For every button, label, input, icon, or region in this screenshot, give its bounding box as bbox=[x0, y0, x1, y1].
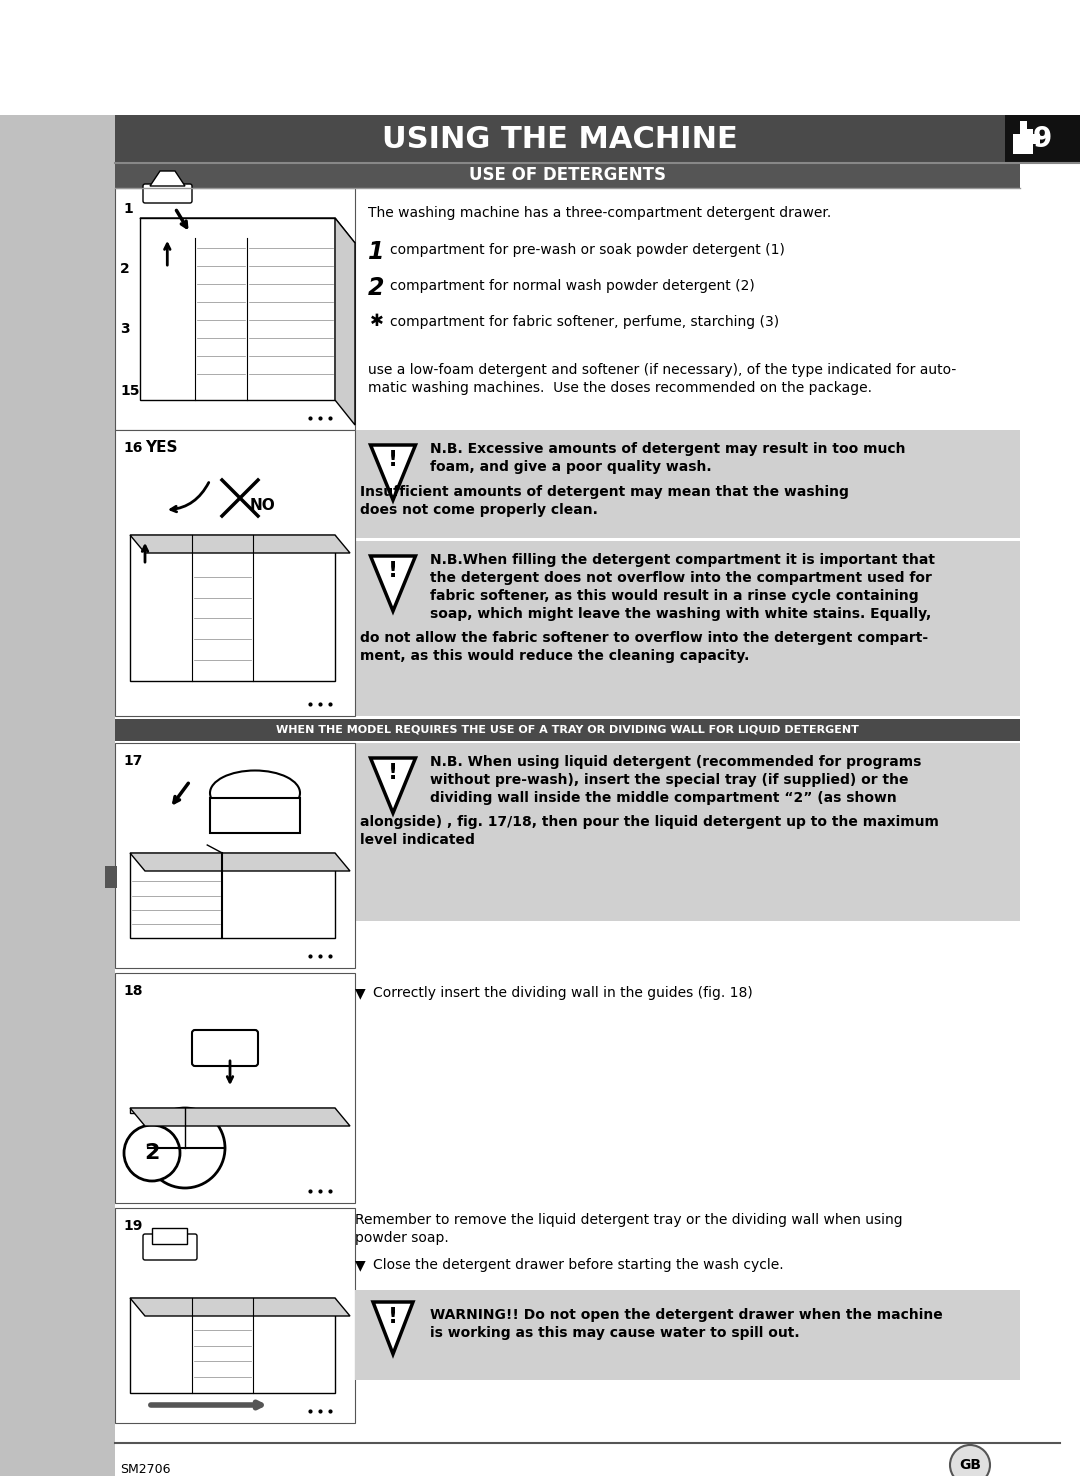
Circle shape bbox=[145, 1108, 225, 1188]
Bar bbox=[0, 0, 114, 1476]
Polygon shape bbox=[370, 759, 416, 813]
Text: !: ! bbox=[388, 561, 399, 582]
Text: !: ! bbox=[388, 450, 399, 469]
Text: ment, as this would reduce the cleaning capacity.: ment, as this would reduce the cleaning … bbox=[360, 649, 750, 663]
Bar bbox=[114, 430, 355, 716]
FancyBboxPatch shape bbox=[192, 1030, 258, 1066]
Bar bbox=[130, 1297, 335, 1393]
Text: do not allow the fabric softener to overflow into the detergent compart-: do not allow the fabric softener to over… bbox=[360, 632, 928, 645]
Bar bbox=[114, 719, 1020, 741]
Text: USE OF DETERGENTS: USE OF DETERGENTS bbox=[469, 167, 666, 184]
Text: compartment for pre-wash or soak powder detergent (1): compartment for pre-wash or soak powder … bbox=[390, 244, 785, 257]
Text: !: ! bbox=[388, 1308, 399, 1327]
Text: Insufficient amounts of detergent may mean that the washing: Insufficient amounts of detergent may me… bbox=[360, 486, 849, 499]
Text: WARNING!! Do not open the detergent drawer when the machine: WARNING!! Do not open the detergent draw… bbox=[430, 1308, 943, 1322]
Bar bbox=[114, 162, 1020, 187]
Bar bbox=[114, 0, 1080, 115]
Text: 15: 15 bbox=[120, 384, 139, 399]
Text: without pre-wash), insert the special tray (if supplied) or the: without pre-wash), insert the special tr… bbox=[430, 773, 908, 787]
Text: 2: 2 bbox=[145, 1142, 160, 1163]
Text: compartment for fabric softener, perfume, starching (3): compartment for fabric softener, perfume… bbox=[390, 314, 779, 329]
Text: 19: 19 bbox=[123, 1219, 143, 1232]
Text: the detergent does not overflow into the compartment used for: the detergent does not overflow into the… bbox=[430, 571, 932, 584]
Bar bbox=[355, 1290, 1020, 1380]
FancyBboxPatch shape bbox=[143, 1234, 197, 1261]
Text: powder soap.: powder soap. bbox=[355, 1231, 449, 1244]
FancyBboxPatch shape bbox=[210, 799, 300, 832]
Text: 2: 2 bbox=[120, 263, 130, 276]
Bar bbox=[114, 115, 1080, 162]
Bar bbox=[1005, 115, 1080, 162]
Text: compartment for normal wash powder detergent (2): compartment for normal wash powder deter… bbox=[390, 279, 755, 294]
Bar bbox=[114, 187, 355, 430]
Text: fabric softener, as this would result in a rinse cycle containing: fabric softener, as this would result in… bbox=[430, 589, 919, 604]
Bar bbox=[114, 1207, 355, 1423]
Text: NO: NO bbox=[249, 497, 275, 514]
Text: ▼: ▼ bbox=[355, 1258, 366, 1272]
Text: WHEN THE MODEL REQUIRES THE USE OF A TRAY OR DIVIDING WALL FOR LIQUID DETERGENT: WHEN THE MODEL REQUIRES THE USE OF A TRA… bbox=[276, 725, 859, 735]
Polygon shape bbox=[130, 1297, 350, 1317]
Text: Remember to remove the liquid detergent tray or the dividing wall when using: Remember to remove the liquid detergent … bbox=[355, 1213, 903, 1227]
Text: N.B. Excessive amounts of detergent may result in too much: N.B. Excessive amounts of detergent may … bbox=[430, 441, 905, 456]
Text: 1: 1 bbox=[368, 241, 384, 264]
Polygon shape bbox=[140, 218, 355, 244]
Bar bbox=[355, 542, 1020, 716]
Polygon shape bbox=[150, 171, 185, 186]
Text: use a low-foam detergent and softener (if necessary), of the type indicated for : use a low-foam detergent and softener (i… bbox=[368, 363, 956, 376]
Text: N.B. When using liquid detergent (recommended for programs: N.B. When using liquid detergent (recomm… bbox=[430, 756, 921, 769]
Text: Close the detergent drawer before starting the wash cycle.: Close the detergent drawer before starti… bbox=[373, 1258, 784, 1272]
Bar bbox=[130, 1108, 335, 1113]
Bar bbox=[130, 853, 335, 939]
Text: Correctly insert the dividing wall in the guides (fig. 18): Correctly insert the dividing wall in th… bbox=[373, 986, 753, 1001]
Text: !: ! bbox=[388, 763, 399, 782]
Text: matic washing machines.  Use the doses recommended on the package.: matic washing machines. Use the doses re… bbox=[368, 381, 872, 396]
Bar bbox=[355, 742, 1020, 921]
Text: ▼: ▼ bbox=[355, 986, 366, 1001]
Text: 3: 3 bbox=[120, 322, 130, 337]
Text: USING THE MACHINE: USING THE MACHINE bbox=[382, 124, 738, 154]
Text: level indicated: level indicated bbox=[360, 832, 475, 847]
Text: 1: 1 bbox=[123, 202, 133, 215]
Polygon shape bbox=[370, 444, 416, 500]
Text: N.B.When filling the detergent compartment it is important that: N.B.When filling the detergent compartme… bbox=[430, 554, 935, 567]
Text: is working as this may cause water to spill out.: is working as this may cause water to sp… bbox=[430, 1325, 799, 1340]
Bar bbox=[105, 866, 117, 889]
Bar bbox=[0, 0, 114, 115]
Text: dividing wall inside the middle compartment “2” (as shown: dividing wall inside the middle compartm… bbox=[430, 791, 896, 804]
Bar bbox=[140, 218, 335, 400]
Text: ✱: ✱ bbox=[370, 311, 383, 331]
Text: 16: 16 bbox=[123, 441, 143, 455]
Text: alongside) , fig. 17/18, then pour the liquid detergent up to the maximum: alongside) , fig. 17/18, then pour the l… bbox=[360, 815, 939, 830]
Polygon shape bbox=[130, 1108, 350, 1126]
Polygon shape bbox=[370, 556, 416, 611]
Bar bbox=[130, 534, 335, 680]
Text: The washing machine has a three-compartment detergent drawer.: The washing machine has a three-compartm… bbox=[368, 207, 832, 220]
Text: soap, which might leave the washing with white stains. Equally,: soap, which might leave the washing with… bbox=[430, 607, 931, 621]
Polygon shape bbox=[335, 218, 355, 425]
Text: foam, and give a poor quality wash.: foam, and give a poor quality wash. bbox=[430, 461, 712, 474]
Text: SM2706: SM2706 bbox=[120, 1463, 171, 1476]
Text: does not come properly clean.: does not come properly clean. bbox=[360, 503, 598, 517]
Polygon shape bbox=[130, 853, 350, 871]
Ellipse shape bbox=[210, 770, 300, 816]
Bar bbox=[114, 742, 355, 968]
Text: 2: 2 bbox=[368, 276, 384, 300]
Circle shape bbox=[950, 1445, 990, 1476]
Text: 9: 9 bbox=[1032, 125, 1052, 154]
FancyBboxPatch shape bbox=[152, 1228, 187, 1244]
Bar bbox=[114, 973, 355, 1203]
Polygon shape bbox=[1013, 121, 1040, 154]
Text: 17: 17 bbox=[123, 754, 143, 768]
Text: YES: YES bbox=[145, 440, 177, 455]
Polygon shape bbox=[373, 1302, 413, 1353]
Polygon shape bbox=[130, 534, 350, 554]
Bar bbox=[1005, 115, 1045, 162]
Circle shape bbox=[124, 1125, 180, 1181]
Bar bbox=[355, 430, 1020, 537]
FancyBboxPatch shape bbox=[143, 184, 192, 204]
Text: GB: GB bbox=[959, 1458, 981, 1472]
Text: 18: 18 bbox=[123, 984, 143, 998]
